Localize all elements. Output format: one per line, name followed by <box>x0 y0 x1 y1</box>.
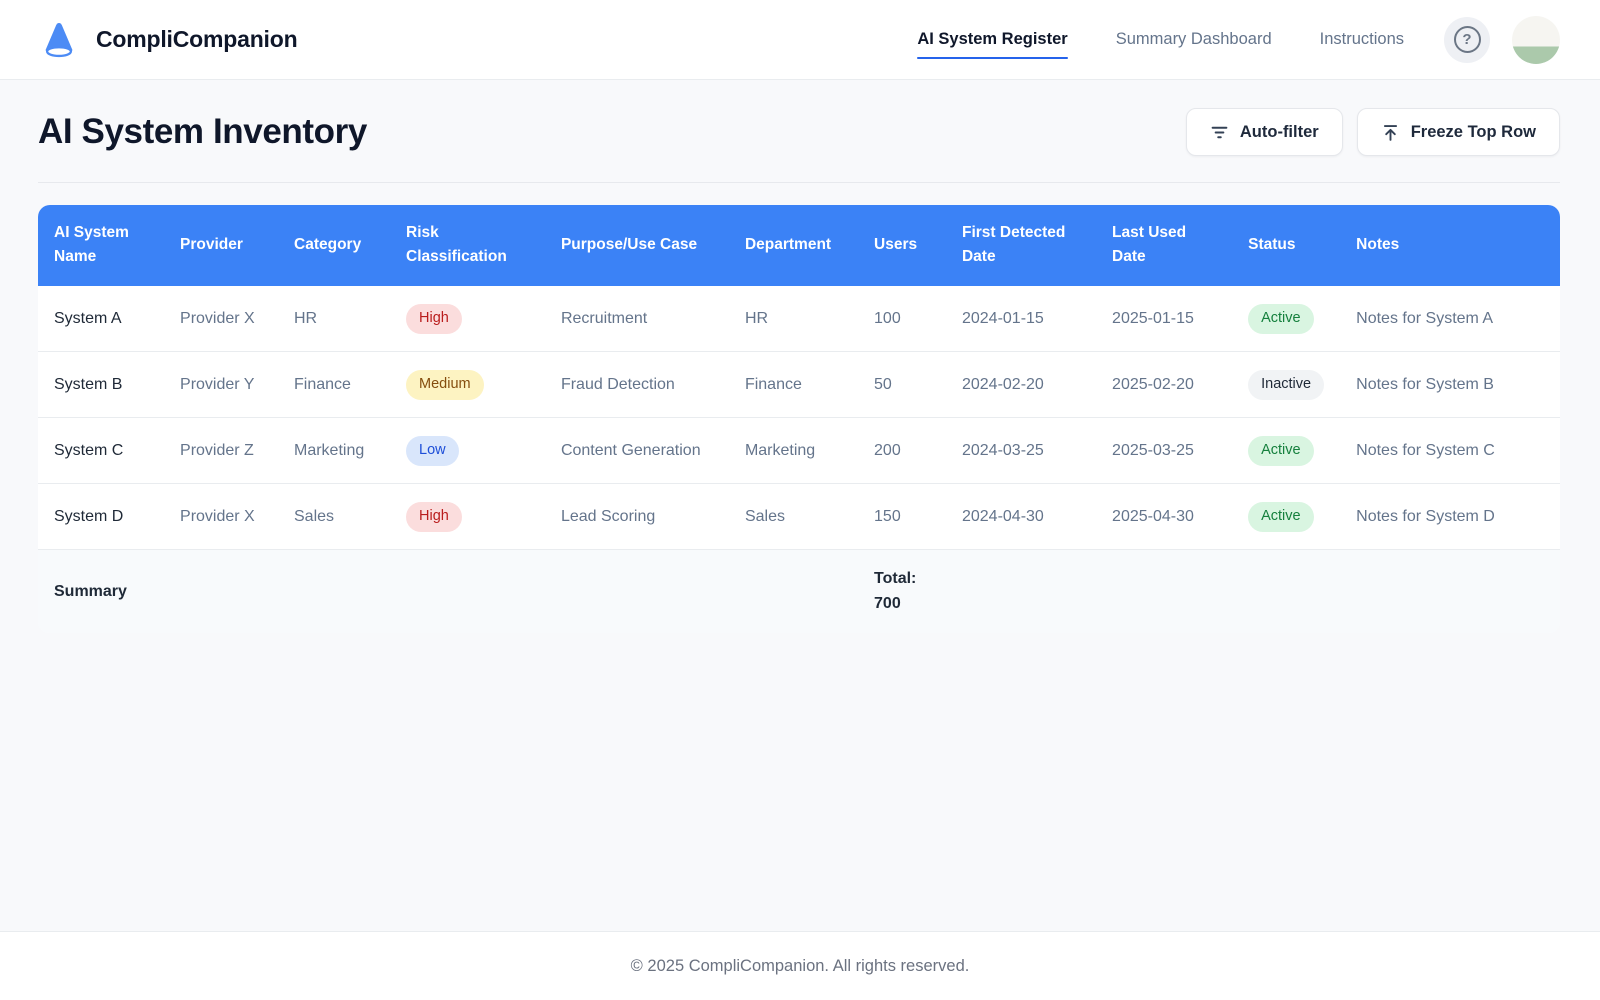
main-content: AI System Inventory Auto-filter <box>0 80 1600 931</box>
table-body: System A Provider X HR High Recruitment … <box>38 285 1560 550</box>
nav-ai-system-register[interactable]: AI System Register <box>917 30 1069 59</box>
risk-badge: High <box>406 502 462 532</box>
top-bar: CompliCompanion AI System Register Summa… <box>0 0 1600 80</box>
cell-purpose: Content Generation <box>544 417 729 484</box>
cell-purpose: Recruitment <box>544 285 729 352</box>
column-header-1: Provider <box>164 205 278 286</box>
cell-status: Active <box>1232 285 1341 352</box>
table-row: System D Provider X Sales High Lead Scor… <box>38 483 1560 550</box>
cell-first-detected: 2024-03-25 <box>945 417 1097 484</box>
summary-total: Total: 700 <box>858 549 946 633</box>
page-footer: © 2025 CompliCompanion. All rights reser… <box>0 931 1600 1000</box>
summary-row: Summary Total: 700 <box>38 549 1560 633</box>
risk-badge: Medium <box>406 370 484 400</box>
cell-last-used: 2025-02-20 <box>1096 351 1233 418</box>
cell-risk: High <box>390 483 545 550</box>
column-header-3: Risk Classification <box>390 205 545 286</box>
column-header-10: Notes <box>1340 205 1560 286</box>
risk-badge: Low <box>406 436 459 466</box>
column-header-5: Department <box>728 205 859 286</box>
help-circle-icon: ? <box>1453 26 1481 53</box>
cell-provider: Provider X <box>164 285 278 352</box>
nav-instructions[interactable]: Instructions <box>1319 30 1404 48</box>
cell-status: Inactive <box>1232 351 1341 418</box>
cell-notes: Notes for System C <box>1340 417 1560 484</box>
cell-first-detected: 2024-02-20 <box>945 351 1097 418</box>
cell-department: HR <box>728 285 859 352</box>
status-badge: Active <box>1248 502 1314 532</box>
copyright-text: © 2025 CompliCompanion. All rights reser… <box>630 956 970 975</box>
column-header-2: Category <box>278 205 391 286</box>
table-row: System A Provider X HR High Recruitment … <box>38 285 1560 352</box>
status-badge: Active <box>1248 303 1314 334</box>
auto-filter-label: Auto-filter <box>1239 122 1319 141</box>
cell-department: Marketing <box>728 417 859 484</box>
cell-last-used: 2025-01-15 <box>1096 285 1233 352</box>
main-nav: AI System Register Summary Dashboard Ins… <box>917 30 1404 59</box>
cell-category: HR <box>278 285 391 352</box>
cell-department: Sales <box>728 483 859 550</box>
cell-first-detected: 2024-01-15 <box>945 285 1097 352</box>
column-header-6: Users <box>858 205 946 286</box>
table-header: AI System Name Provider Category Risk Class… <box>38 205 1560 286</box>
column-header-9: Status <box>1232 205 1341 286</box>
cell-notes: Notes for System B <box>1340 351 1560 418</box>
cell-department: Finance <box>728 351 859 418</box>
cell-users: 100 <box>858 285 946 352</box>
ai-system-table: AI System Name Provider Category Risk Class… <box>38 205 1560 633</box>
cell-status: Active <box>1232 417 1341 484</box>
table-row: System C Provider Z Marketing Low Conten… <box>38 417 1560 484</box>
table-header-row: AI System Name Provider Category Risk Class… <box>38 205 1560 286</box>
cell-provider: Provider X <box>164 483 278 550</box>
cell-risk: Low <box>390 417 545 484</box>
user-avatar[interactable] <box>1512 15 1560 64</box>
freeze-top-row-label: Freeze Top Row <box>1410 122 1536 141</box>
cell-system-name: System B <box>38 351 165 418</box>
filter-lines-icon <box>1210 123 1229 142</box>
arrow-up-to-line-icon <box>1381 123 1400 142</box>
auto-filter-button[interactable]: Auto-filter <box>1185 108 1343 156</box>
cell-category: Marketing <box>278 417 391 484</box>
cell-notes: Notes for System A <box>1340 285 1560 352</box>
cell-purpose: Lead Scoring <box>544 483 729 550</box>
cell-category: Sales <box>278 483 391 550</box>
app-name: CompliCompanion <box>96 26 298 52</box>
freeze-top-row-button[interactable]: Freeze Top Row <box>1356 108 1560 156</box>
cell-provider: Provider Y <box>164 351 278 418</box>
cell-system-name: System C <box>38 417 165 484</box>
cell-first-detected: 2024-04-30 <box>945 483 1097 550</box>
cell-last-used: 2025-04-30 <box>1096 483 1233 550</box>
summary-label: Summary <box>38 549 165 633</box>
page-title: AI System Inventory <box>38 112 367 151</box>
ai-system-table-card: AI System Name Provider Category Risk Class… <box>38 205 1560 633</box>
cell-system-name: System A <box>38 285 165 352</box>
cell-purpose: Fraud Detection <box>544 351 729 418</box>
column-header-0: AI System Name <box>38 205 165 286</box>
cell-system-name: System D <box>38 483 165 550</box>
title-divider <box>38 182 1560 183</box>
cell-last-used: 2025-03-25 <box>1096 417 1233 484</box>
cell-status: Active <box>1232 483 1341 550</box>
cell-users: 50 <box>858 351 946 418</box>
cell-risk: Medium <box>390 351 545 418</box>
brand: CompliCompanion <box>38 19 298 61</box>
table-footer: Summary Total: 700 <box>38 549 1560 633</box>
nav-summary-dashboard[interactable]: Summary Dashboard <box>1115 30 1272 48</box>
table-row: System B Provider Y Finance Medium Fraud… <box>38 351 1560 418</box>
risk-badge: High <box>406 303 462 334</box>
help-button[interactable]: ? <box>1444 16 1490 63</box>
cell-users: 200 <box>858 417 946 484</box>
status-badge: Active <box>1248 436 1314 466</box>
status-badge: Inactive <box>1248 370 1325 400</box>
cell-risk: High <box>390 285 545 352</box>
toolbar: Auto-filter Freeze Top Row <box>1185 108 1560 156</box>
cell-provider: Provider Z <box>164 417 278 484</box>
column-header-7: First Detected Date <box>945 205 1097 286</box>
column-header-4: Purpose/Use Case <box>544 205 729 286</box>
cell-category: Finance <box>278 351 391 418</box>
column-header-8: Last Used Date <box>1096 205 1233 286</box>
cone-logo-icon <box>38 19 80 61</box>
cell-notes: Notes for System D <box>1340 483 1560 550</box>
cell-users: 150 <box>858 483 946 550</box>
